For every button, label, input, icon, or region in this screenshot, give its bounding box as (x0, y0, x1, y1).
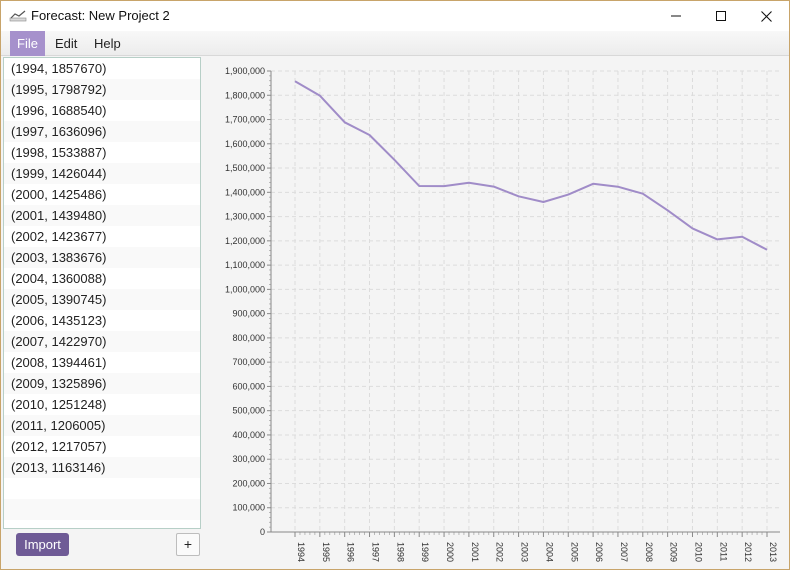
x-tick-label: 1995 (321, 542, 331, 562)
y-tick-label: 1,500,000 (225, 163, 265, 173)
x-tick-label: 1998 (395, 542, 405, 562)
x-tick-label: 2012 (743, 542, 753, 562)
import-button[interactable]: Import (16, 533, 69, 556)
y-tick-label: 300,000 (232, 454, 265, 464)
chart-canvas: 0 100,000 200,000 300,000 400,000 500,000 600,… (225, 66, 780, 562)
list-item[interactable]: (2008, 1394461) (11, 355, 107, 370)
list-item[interactable]: (2009, 1325896) (4, 373, 200, 394)
menu-help[interactable]: Help (94, 36, 121, 51)
y-tick-label: 600,000 (232, 381, 265, 391)
x-tick-label: 2005 (569, 542, 579, 562)
x-tick-label: 2001 (470, 542, 480, 562)
y-tick-label: 1,200,000 (225, 236, 265, 246)
list-item[interactable]: (2005, 1390745) (4, 289, 200, 310)
title-bar[interactable]: Forecast: New Project 2 (1, 1, 789, 31)
x-tick-label: 1999 (420, 542, 430, 562)
x-tick-label: 2009 (669, 542, 679, 562)
y-tick-label: 1,000,000 (225, 284, 265, 294)
minimize-icon (671, 15, 681, 17)
y-tick-label: 1,800,000 (225, 90, 265, 100)
menu-edit[interactable]: Edit (55, 36, 78, 51)
menu-file[interactable]: File (10, 31, 45, 56)
list-item[interactable]: (2013, 1163146) (4, 457, 200, 478)
line-chart: 0 100,000 200,000 300,000 400,000 500,000 600,… (204, 57, 788, 569)
close-button[interactable] (743, 1, 789, 31)
list-item[interactable]: (2012, 1217057) (11, 439, 107, 454)
list-item[interactable]: (1996, 1688540) (11, 103, 107, 118)
data-points-list[interactable]: (1994, 1857670) (1995, 1798792) (1996, 1… (3, 57, 201, 529)
maximize-button[interactable] (698, 1, 744, 31)
series-line (294, 80, 768, 251)
list-item[interactable]: (1999, 1426044) (4, 163, 200, 184)
list-item[interactable]: (1994, 1857670) (11, 61, 107, 76)
maximize-icon (716, 11, 726, 21)
list-item[interactable]: (2002, 1423677) (11, 229, 107, 244)
close-icon (760, 10, 772, 22)
y-tick-label: 800,000 (232, 333, 265, 343)
y-tick-label: 1,300,000 (225, 212, 265, 222)
list-empty-row (4, 499, 200, 520)
list-item[interactable]: (2011, 1206005) (4, 415, 200, 436)
y-tick-label: 1,700,000 (225, 115, 265, 125)
minimize-button[interactable] (653, 1, 699, 31)
x-tick-label: 1997 (371, 542, 381, 562)
y-tick-label: 1,400,000 (225, 187, 265, 197)
y-tick-label: 200,000 (232, 478, 265, 488)
x-tick-label: 2000 (445, 542, 455, 562)
chart-app-icon (9, 10, 27, 22)
list-item[interactable]: (2010, 1251248) (11, 397, 107, 412)
x-tick-label: 2008 (644, 542, 654, 562)
y-tick-label: 500,000 (232, 406, 265, 416)
x-tick-label: 2006 (594, 542, 604, 562)
list-item[interactable]: (2004, 1360088) (11, 271, 107, 286)
x-tick-label: 2002 (495, 542, 505, 562)
y-tick-label: 1,900,000 (225, 66, 265, 76)
add-button[interactable]: + (176, 533, 200, 556)
x-tick-label: 2004 (544, 542, 554, 562)
list-item[interactable]: (2006, 1435123) (11, 313, 107, 328)
menu-bar: File Edit Help (1, 31, 789, 56)
y-tick-label: 1,100,000 (225, 260, 265, 270)
y-tick-label: 900,000 (232, 309, 265, 319)
y-tick-label: 400,000 (232, 430, 265, 440)
list-item[interactable]: (2003, 1383676) (4, 247, 200, 268)
x-tick-label: 2011 (718, 542, 728, 561)
y-tick-label: 100,000 (232, 503, 265, 513)
list-item[interactable]: (1998, 1533887) (11, 145, 107, 160)
x-tick-label: 1994 (296, 542, 306, 562)
x-tick-label: 2010 (693, 542, 703, 562)
y-tick-label: 1,600,000 (225, 139, 265, 149)
list-item[interactable]: (2000, 1425486) (11, 187, 107, 202)
y-tick-label: 0 (260, 527, 265, 537)
list-item[interactable]: (2007, 1422970) (4, 331, 200, 352)
x-tick-label: 2013 (768, 542, 778, 562)
list-item[interactable]: (1995, 1798792) (4, 79, 200, 100)
list-item[interactable]: (1997, 1636096) (4, 121, 200, 142)
window-title: Forecast: New Project 2 (31, 8, 170, 23)
x-tick-label: 2003 (520, 542, 530, 562)
x-tick-label: 1996 (346, 542, 356, 562)
y-tick-label: 700,000 (232, 357, 265, 367)
x-tick-label: 2007 (619, 542, 629, 562)
list-empty-row (4, 478, 200, 499)
list-item[interactable]: (2001, 1439480) (4, 205, 200, 226)
